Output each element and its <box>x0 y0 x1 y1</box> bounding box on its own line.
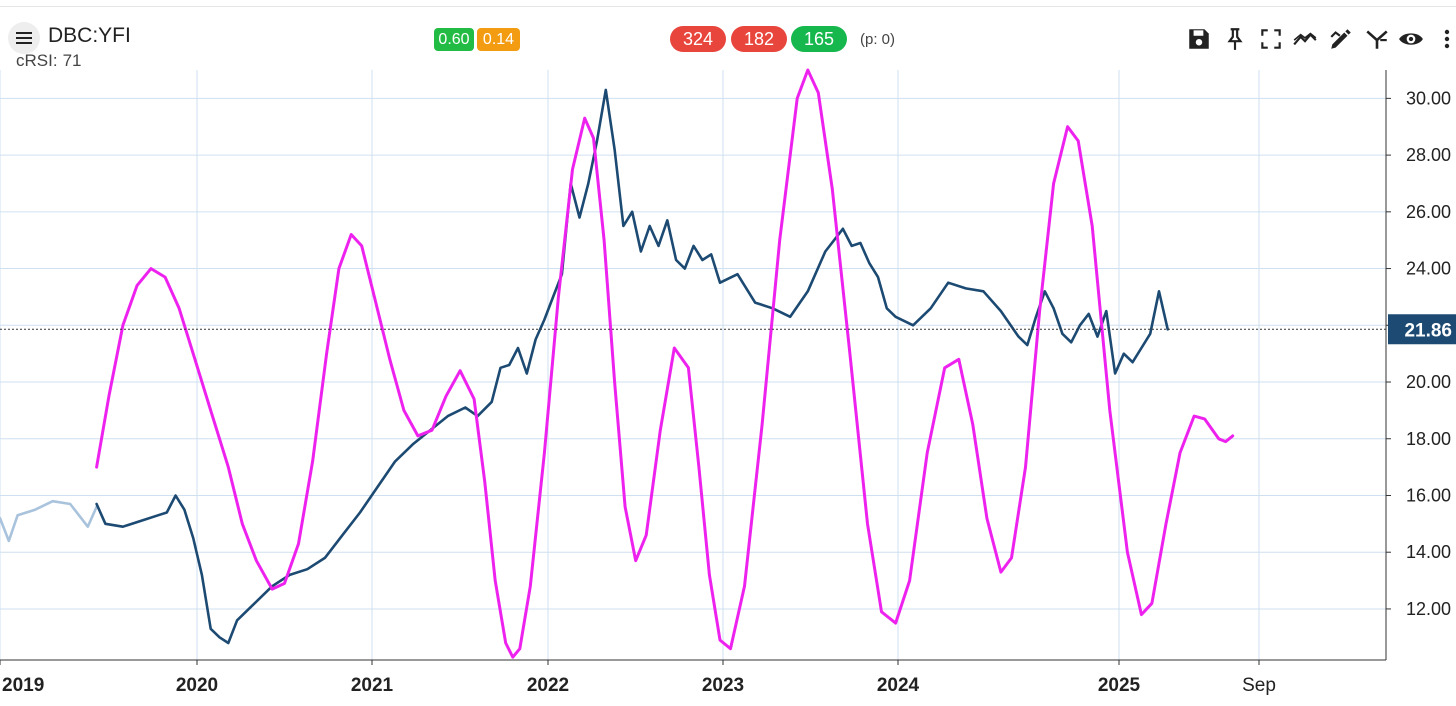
crsi-label: cRSI: <box>16 51 58 70</box>
current-value-tag <box>1388 314 1456 345</box>
crsi-readout: cRSI: 71 <box>16 51 81 71</box>
symbol-title: DBC:YFI <box>48 24 131 47</box>
count-pill-2: 182 <box>731 26 787 52</box>
x-tick-label: 2025 <box>1098 675 1141 696</box>
p-value: (p: 0) <box>860 31 896 48</box>
fork-icon[interactable] <box>1364 26 1390 52</box>
y-tick-label: 16.00 <box>1406 485 1451 505</box>
x-tick-label: 2022 <box>527 675 569 696</box>
top-border <box>0 6 1456 7</box>
x-tick-label: 2019 <box>2 675 44 696</box>
menu-icon[interactable] <box>8 22 40 54</box>
crsi-value: 71 <box>62 51 82 70</box>
x-tick-label: 2023 <box>702 675 744 696</box>
y-tick-label: 28.00 <box>1406 145 1451 165</box>
badge-green: 0.60 <box>434 28 474 51</box>
fullscreen-icon[interactable] <box>1258 26 1284 52</box>
x-tick-label: 2020 <box>176 675 218 696</box>
eye-icon[interactable] <box>1398 26 1424 52</box>
y-tick-label: 30.00 <box>1406 88 1451 108</box>
count-pill-1: 324 <box>670 26 726 52</box>
y-tick-label: 24.00 <box>1406 259 1451 279</box>
badge-orange: 0.14 <box>477 28 520 51</box>
more-icon[interactable] <box>1434 26 1450 52</box>
draw-icon[interactable] <box>1328 26 1354 52</box>
count-pill-3: 165 <box>791 26 847 52</box>
y-tick-label: 20.00 <box>1406 372 1451 392</box>
y-tick-label: 12.00 <box>1406 599 1451 619</box>
pin-icon[interactable] <box>1222 26 1248 52</box>
x-tick-label: Sep <box>1242 675 1276 696</box>
y-tick-label: 26.00 <box>1406 202 1451 222</box>
cycle-line <box>95 68 1235 659</box>
y-tick-label: 14.00 <box>1406 542 1451 562</box>
x-tick-label: 2024 <box>877 675 920 696</box>
trend-icon[interactable] <box>1292 26 1318 52</box>
current-value-label: 21.86 <box>1404 320 1452 341</box>
price-history-line <box>0 499 98 543</box>
price-line <box>95 88 1169 645</box>
y-tick-label: 18.00 <box>1406 429 1451 449</box>
x-tick-label: 2021 <box>351 675 394 696</box>
save-icon[interactable] <box>1186 26 1212 52</box>
